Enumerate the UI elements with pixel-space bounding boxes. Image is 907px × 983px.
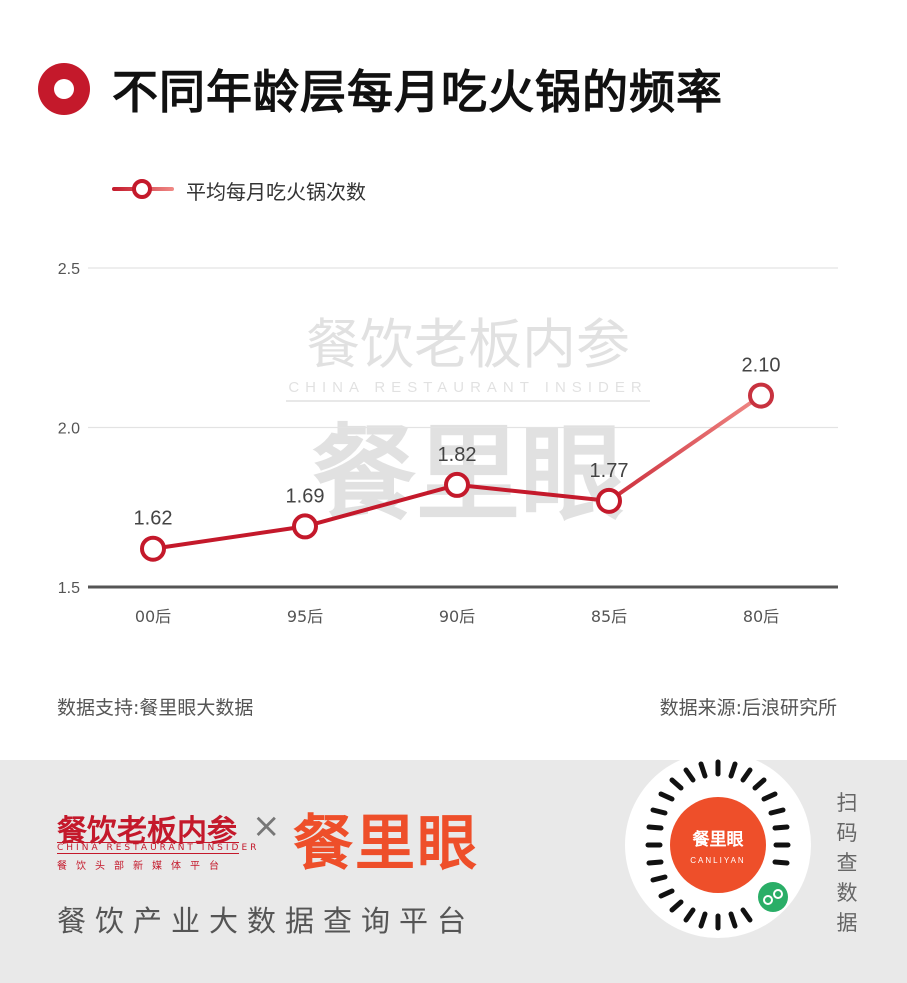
page-title: 不同年龄层每月吃火锅的频率 — [112, 65, 723, 119]
chart-card — [0, 0, 907, 760]
x-tick-label: 80后 — [743, 607, 779, 626]
x-tick-label: 00后 — [135, 607, 171, 626]
watermark-brand-cn: 餐饮老板内参 — [306, 315, 630, 375]
data-point — [292, 513, 318, 540]
brand-logo-canliyan: 餐里眼 — [293, 809, 479, 879]
qr-center-badge — [670, 797, 766, 893]
brand-logo-neican: 餐饮老板内参 — [57, 814, 237, 849]
x-tick-label: 95后 — [287, 607, 323, 626]
data-source-note: 数据来源:后浪研究所 — [659, 697, 837, 719]
legend-marker-icon — [132, 179, 152, 199]
y-tick-label: 2.0 — [58, 421, 80, 438]
data-label: 2.10 — [742, 355, 781, 377]
qr-center-en: CANLIYAN — [690, 856, 745, 865]
times-icon: × — [252, 806, 281, 846]
qr-center-cn: 餐里眼 — [693, 829, 744, 850]
data-point — [596, 487, 622, 514]
watermark: 餐饮老板内参 CHINA RESTAURANT INSIDER 餐里眼 — [286, 315, 650, 535]
data-support-note: 数据支持:餐里眼大数据 — [57, 697, 254, 719]
mini-program-icon — [758, 882, 788, 912]
x-tick-label: 85后 — [591, 607, 627, 626]
qr-code[interactable]: 餐里眼 CANLIYAN — [625, 752, 811, 938]
data-label: 1.69 — [286, 485, 325, 507]
x-tick-label: 90后 — [439, 607, 475, 626]
legend-label: 平均每月吃火锅次数 — [186, 180, 366, 204]
watermark-brand-en: CHINA RESTAURANT INSIDER — [288, 379, 647, 396]
data-point — [748, 382, 774, 409]
watermark-brand-big: 餐里眼 — [312, 413, 624, 535]
y-tick-label: 1.5 — [58, 580, 80, 597]
line-chart: 餐饮老板内参 CHINA RESTAURANT INSIDER 餐里眼 1.5 2… — [58, 261, 838, 626]
data-label: 1.77 — [590, 460, 629, 482]
data-label: 1.82 — [438, 444, 477, 466]
scan-hint: 扫码查数据 — [836, 791, 858, 935]
data-point — [140, 535, 166, 562]
y-tick-label: 2.5 — [58, 261, 80, 278]
title-circle-icon — [38, 63, 90, 115]
brand-logo-neican-en: CHINA RESTAURANT INSIDER — [57, 842, 260, 854]
brand-logo-neican-sub: 餐饮头部新媒体平台 — [57, 861, 228, 872]
qr-code-pattern: 餐里眼 CANLIYAN — [645, 759, 791, 931]
data-point — [444, 471, 470, 498]
data-label: 1.62 — [134, 508, 173, 530]
platform-tagline: 餐饮产业大数据查询平台 — [57, 904, 476, 938]
